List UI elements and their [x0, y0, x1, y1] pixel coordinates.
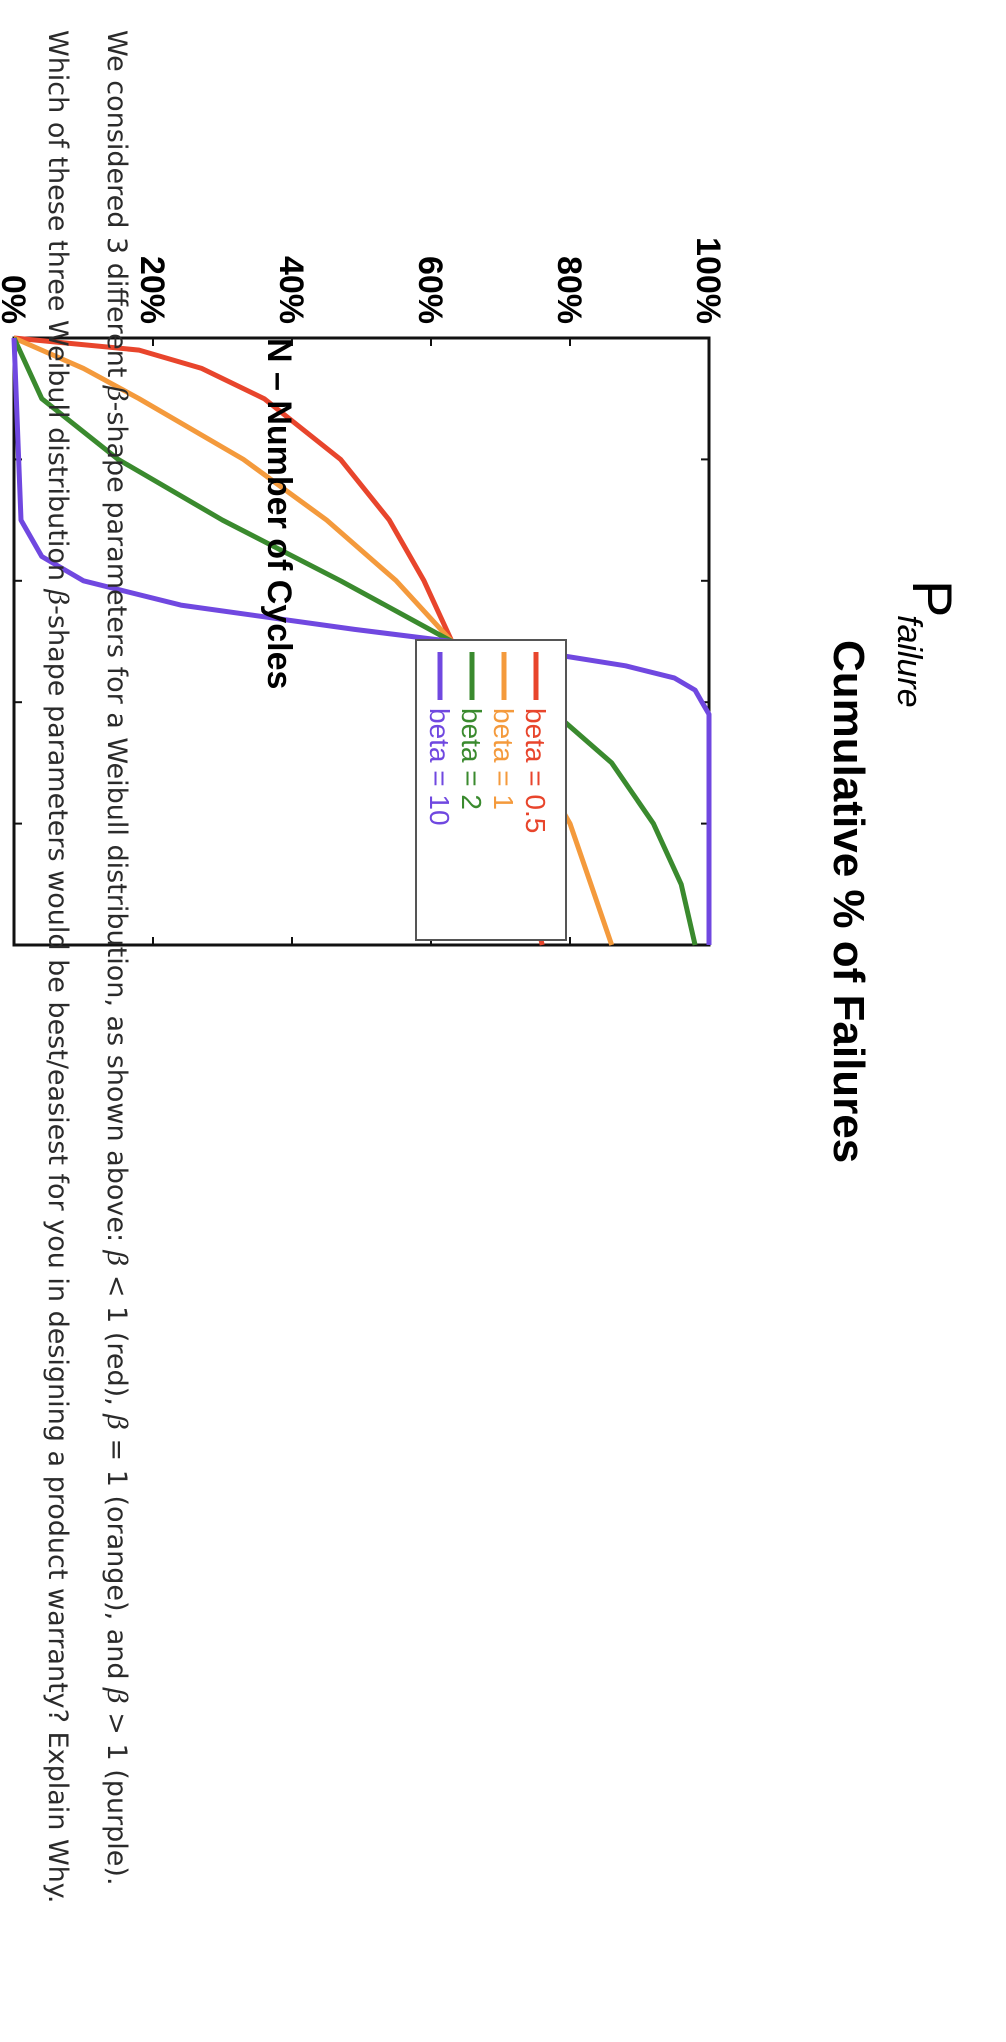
title-main: P: [901, 580, 964, 617]
q1-text-c: < 1 (red),: [101, 1266, 132, 1415]
title-sub: failure: [890, 615, 928, 708]
q1-text-e: > 1 (purple).: [101, 1703, 132, 1886]
y-tick-label: 100%: [689, 237, 727, 324]
question-line-1: We considered 3 different β-shape parame…: [101, 30, 132, 1886]
q1-text-b: -shape parameters for a Weibull distribu…: [101, 401, 132, 1251]
beta-symbol: β: [101, 1250, 132, 1267]
legend-label: beta = 10: [424, 708, 455, 826]
q1-text-d: = 1 (orange), and: [101, 1429, 132, 1689]
beta-symbol: β: [42, 589, 73, 606]
y-tick-label: 40%: [272, 256, 310, 324]
legend-label: beta = 0.5: [520, 708, 551, 833]
y-tick-label: 80%: [550, 256, 588, 324]
x-axis-label: N – Number of Cycles: [260, 338, 298, 689]
beta-symbol: β: [101, 1414, 132, 1430]
plot-frame: [12, 336, 711, 947]
y-tick-label: 20%: [133, 256, 171, 324]
q1-text-a: We considered 3 different: [101, 30, 132, 386]
x-tick-label: 3000: [0, 664, 6, 740]
legend-label: beta = 1: [488, 708, 519, 810]
beta-symbol: β: [101, 1688, 132, 1704]
x-tick-label: 5000: [0, 907, 6, 983]
legend-label: beta = 2: [456, 708, 487, 810]
x-tick-label: 4000: [0, 786, 6, 862]
x-tick-label: 2000: [0, 543, 6, 619]
q2-text-a: Which of these three Weibull distributio…: [42, 30, 73, 590]
tick-labels: 0 1000 2000 3000 4000 5000 0% 20% 40% 60% 80% 100%: [0, 237, 727, 983]
x-tick-label: 0: [0, 329, 6, 348]
question-line-2: Which of these three Weibull distributio…: [42, 30, 73, 1904]
beta-symbol: β: [101, 385, 132, 402]
y-tick-label: 0%: [0, 275, 32, 324]
x-tick-label: 1000: [0, 422, 6, 498]
y-axis-label: Cumulative % of Failures: [824, 640, 873, 1163]
series-line-2: [12, 335, 615, 946]
q2-text-b: -shape parameters would be best/easiest …: [42, 605, 73, 1904]
y-tick-label: 60%: [411, 256, 449, 324]
legend-box: [415, 639, 567, 941]
